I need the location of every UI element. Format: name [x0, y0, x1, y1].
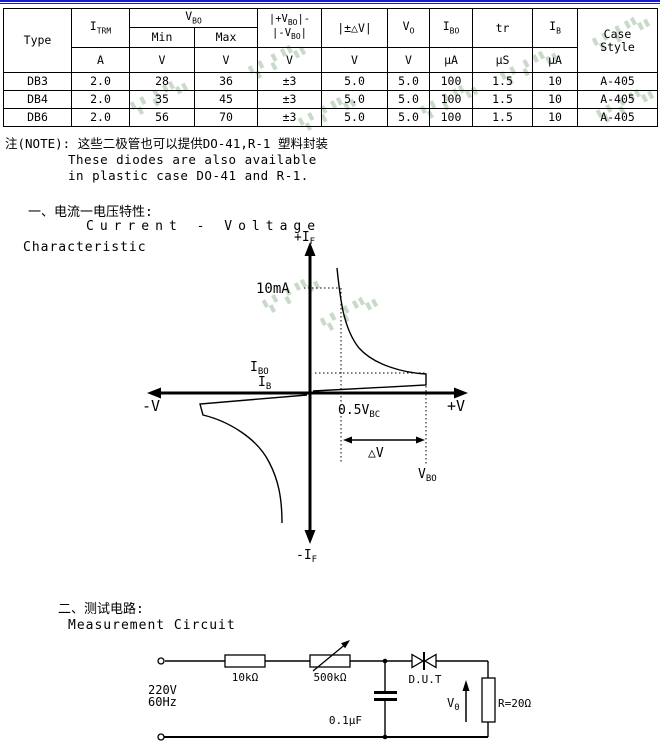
section1-heading-en: Current - Voltage	[86, 219, 322, 234]
label-half-vbo: 0.5VBC	[338, 403, 380, 420]
label-plus-v: +V	[447, 397, 465, 415]
col-header-max: Max	[193, 27, 259, 48]
col-header-tr: tr	[472, 8, 534, 48]
resistor-10k	[224, 654, 266, 668]
col-header-ib: IB	[532, 8, 579, 48]
note-block: 注(NOTE): 这些二极管也可以提供DO-41,R-1 塑料封装 These …	[5, 136, 328, 184]
col-header-vbo: VBO	[128, 8, 259, 28]
measurement-circuit: 220V 60Hz 10kΩ 500kΩ 0.1µF D.U.T V0 R=20…	[148, 640, 531, 741]
label-ibo: IBO	[250, 360, 269, 377]
col-header-min: Min	[129, 27, 195, 48]
table-row: DB6 2.0 56 70 ±3 5.0 5.0 100 1.5 10 A-405	[3, 108, 659, 127]
iv-characteristic-graph: +IF 10mA IBO IB 0.5VBC △V VBO -V +V -IF	[142, 230, 468, 565]
label-10ma: 10mA	[256, 281, 290, 297]
col-header-itrm: ITRM	[71, 8, 130, 48]
input-terminal-top	[157, 657, 165, 665]
resistor-500k-variable	[309, 640, 351, 672]
label-dut: D.U.T	[408, 673, 441, 686]
table-row: DB4 2.0 35 45 ±3 5.0 5.0 100 1.5 10 A-405	[3, 90, 659, 109]
junction-dot	[382, 658, 388, 664]
col-header-type: Type	[3, 8, 72, 73]
label-source-freq: 60Hz	[148, 695, 177, 709]
col-header-vbo-diff: |+VBO|- |-VBO|	[257, 8, 323, 48]
section2-heading-en: Measurement Circuit	[68, 618, 236, 633]
input-terminal-bottom	[157, 733, 165, 741]
top-rule	[0, 0, 660, 4]
col-header-vo: VO	[387, 8, 431, 48]
spec-table: Type ITRM VBO |+VBO|- |-VBO| |±△V| VO IB…	[3, 8, 659, 127]
iv-curve-positive	[312, 267, 427, 392]
capacitor	[374, 691, 397, 701]
delta-v-arrow	[343, 436, 425, 444]
label-r2: 500kΩ	[313, 671, 346, 684]
section1-heading-en2: Characteristic	[23, 240, 147, 255]
table-row: DB3 2.0 28 36 ±3 5.0 5.0 100 1.5 10 A-405	[3, 72, 659, 91]
note-line-cn: 注(NOTE): 这些二极管也可以提供DO-41,R-1 塑料封装	[5, 136, 328, 151]
label-minus-v: -V	[142, 397, 160, 415]
junction-dot	[382, 734, 388, 740]
dut-diac-symbol	[411, 652, 437, 670]
section2-heading-cn: 二、测试电路:	[58, 602, 144, 617]
vo-arrow	[462, 680, 470, 722]
load-resistor	[481, 677, 496, 723]
label-minus-if: -IF	[296, 548, 317, 565]
note-line-en1: These diodes are also available	[68, 152, 317, 167]
dotted-guides	[304, 287, 427, 466]
note-line-en2: in plastic case DO-41 and R-1.	[68, 168, 309, 183]
label-r1: 10kΩ	[232, 671, 259, 684]
label-vbo: VBO	[418, 467, 437, 484]
label-plus-if: +IF	[294, 230, 315, 247]
units-row: A V V V V V µA µS µA	[4, 47, 658, 73]
label-vo: V0	[447, 696, 460, 713]
col-header-ibo: IBO	[429, 8, 474, 48]
section1-heading-cn: 一、电流一电压特性:	[28, 205, 153, 220]
label-load: R=20Ω	[498, 697, 531, 710]
label-cap: 0.1µF	[329, 714, 362, 727]
col-header-case-style: Case Style	[577, 8, 659, 73]
label-source-voltage: 220V	[148, 683, 177, 697]
x-axis	[147, 387, 468, 399]
iv-curve-negative	[199, 394, 308, 524]
col-header-delta-v: |±△V|	[321, 8, 389, 48]
circuit-wires	[164, 660, 489, 738]
label-delta-v: △V	[368, 446, 384, 461]
label-ib: IB	[258, 375, 271, 392]
